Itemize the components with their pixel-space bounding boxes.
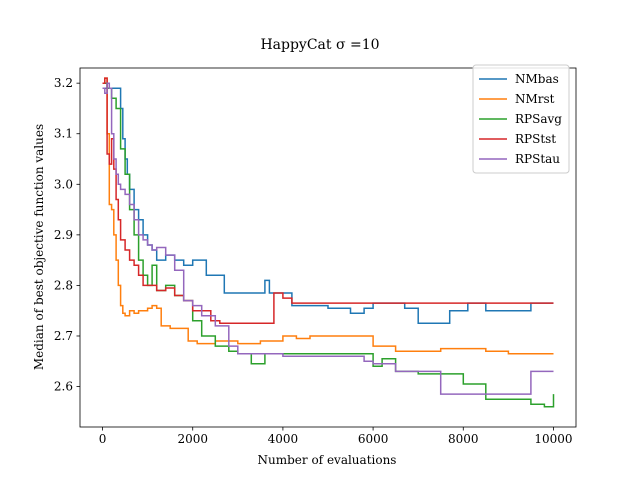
chart-title: HappyCat σ =10 — [260, 37, 379, 53]
series-line-rpstst — [102, 77, 554, 325]
legend-box — [472, 64, 570, 174]
legend-label-nmrst: NMrst — [515, 92, 555, 106]
series-layer — [102, 77, 555, 408]
y-tick-label: 2.7 — [54, 329, 73, 343]
series-line-rpstau — [102, 82, 554, 395]
x-tick-label: 0 — [99, 432, 107, 446]
y-tick-label: 3.2 — [54, 76, 73, 90]
legend-label-nmbas: NMbas — [515, 72, 559, 86]
x-tick-label: 10000 — [534, 432, 572, 446]
legend-label-rpstau: RPStau — [515, 152, 560, 166]
x-tick-label: 2000 — [177, 432, 208, 446]
legend: NMbas NMrst RPSavg RPStst RPStau — [472, 64, 570, 174]
x-axis: 0 2000 4000 6000 8000 10000 — [99, 427, 573, 446]
x-axis-label: Number of evaluations — [258, 453, 397, 467]
x-tick-label: 8000 — [448, 432, 479, 446]
y-tick-label: 3.0 — [54, 177, 73, 191]
y-axis-label: Median of best objective function values — [32, 124, 46, 370]
x-tick-label: 6000 — [358, 432, 389, 446]
y-tick-label: 3.1 — [54, 127, 73, 141]
y-tick-label: 2.8 — [54, 278, 73, 292]
series-line-nmrst — [102, 77, 554, 355]
series-line-rpsavg — [102, 82, 555, 408]
legend-label-rpsavg: RPSavg — [515, 112, 562, 126]
y-axis: 2.6 2.7 2.8 2.9 3.0 3.1 3.2 — [54, 76, 80, 394]
y-tick-label: 2.9 — [54, 228, 73, 242]
legend-label-rpstst: RPStst — [515, 132, 556, 146]
x-tick-label: 4000 — [268, 432, 299, 446]
axes-frame — [79, 67, 577, 428]
y-tick-label: 2.6 — [54, 380, 73, 394]
